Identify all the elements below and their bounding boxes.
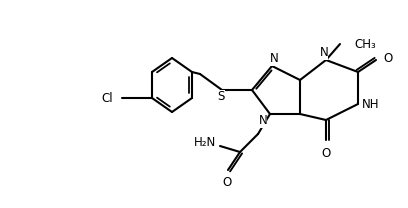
- Text: H₂N: H₂N: [194, 135, 216, 149]
- Text: Cl: Cl: [101, 92, 113, 104]
- Text: CH₃: CH₃: [354, 38, 376, 52]
- Text: NH: NH: [362, 98, 380, 110]
- Text: S: S: [217, 89, 225, 103]
- Text: O: O: [383, 52, 392, 66]
- Text: O: O: [222, 176, 232, 189]
- Text: N: N: [259, 114, 267, 128]
- Text: N: N: [270, 52, 278, 66]
- Text: O: O: [322, 147, 330, 160]
- Text: N: N: [319, 47, 328, 59]
